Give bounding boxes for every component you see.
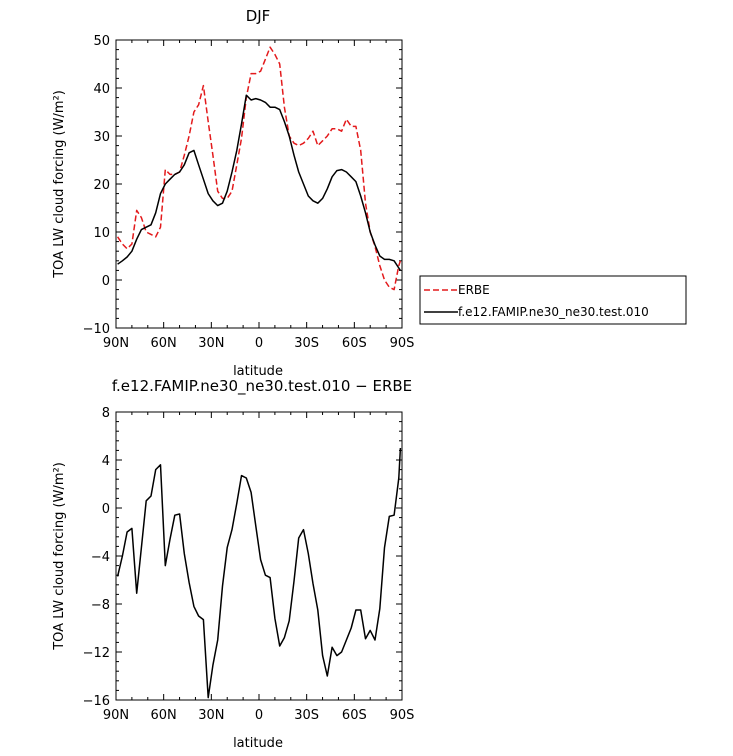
series-line-bottom-0 [116, 447, 402, 699]
y-tick-label: −4 [91, 550, 110, 565]
x-tick-label: 30S [294, 336, 319, 351]
x-tick-label: 60N [151, 336, 177, 351]
y-tick-label: 30 [93, 130, 110, 145]
plot-area-bottom [115, 411, 403, 701]
x-axis-bottom: 90N 60N 30N 0 30S 60S 90S [103, 412, 415, 723]
series-line-top-1 [117, 94, 402, 271]
y-tick-label: −12 [83, 646, 110, 661]
legend-label-model: f.e12.FAMIP.ne30_ne30.test.010 [458, 305, 649, 319]
y-axis-label-top: TOA LW cloud forcing (W/m²) [52, 90, 67, 279]
x-tick-label: 30S [294, 708, 319, 723]
y-axis-top: −10 0 10 20 30 40 50 [83, 34, 402, 337]
y-tick-label: 40 [93, 82, 110, 97]
x-tick-label: 90S [390, 708, 415, 723]
y-tick-label: −8 [91, 598, 110, 613]
x-tick-label: 30N [198, 336, 224, 351]
bottom-panel: f.e12.FAMIP.ne30_ne30.test.010 − ERBE −1… [52, 377, 414, 751]
x-tick-label: 90N [103, 708, 129, 723]
series-group-bottom [116, 447, 402, 699]
y-axis-bottom: −16 −12 −8 −4 0 4 8 [83, 406, 402, 709]
legend-label-erbe: ERBE [458, 283, 490, 297]
x-axis-top: 90N 60N 30N 0 30S 60S 90S [103, 40, 415, 351]
chart-title-top: DJF [246, 7, 271, 25]
y-tick-label: 8 [102, 406, 110, 421]
legend: ERBE f.e12.FAMIP.ne30_ne30.test.010 [419, 275, 687, 325]
y-tick-label: −10 [83, 322, 110, 337]
legend-box [419, 275, 687, 325]
top-panel: DJF −10 0 10 20 30 40 50 90N 60N 30N 0 30S 60S 90S l… [52, 7, 414, 379]
y-axis-label-bottom: TOA LW cloud forcing (W/m²) [52, 462, 67, 651]
x-tick-label: 60S [342, 708, 367, 723]
series-group-top [116, 46, 402, 291]
x-tick-label: 0 [255, 336, 263, 351]
y-tick-label: 20 [93, 178, 110, 193]
y-tick-label: −16 [83, 694, 110, 709]
y-tick-label: 0 [102, 274, 110, 289]
y-tick-label: 0 [102, 502, 110, 517]
x-tick-label: 60N [151, 708, 177, 723]
x-tick-label: 30N [198, 708, 224, 723]
series-line-top-0 [116, 46, 402, 291]
x-tick-label: 0 [255, 708, 263, 723]
x-tick-label: 90N [103, 336, 129, 351]
y-tick-label: 10 [93, 226, 110, 241]
y-tick-label: 4 [102, 454, 110, 469]
x-axis-label-top: latitude [233, 364, 283, 379]
x-tick-label: 90S [390, 336, 415, 351]
x-tick-label: 60S [342, 336, 367, 351]
x-axis-label-bottom: latitude [233, 736, 283, 751]
y-tick-label: 50 [93, 34, 110, 49]
plot-area-top [115, 39, 403, 329]
chart-title-bottom: f.e12.FAMIP.ne30_ne30.test.010 − ERBE [112, 377, 412, 396]
